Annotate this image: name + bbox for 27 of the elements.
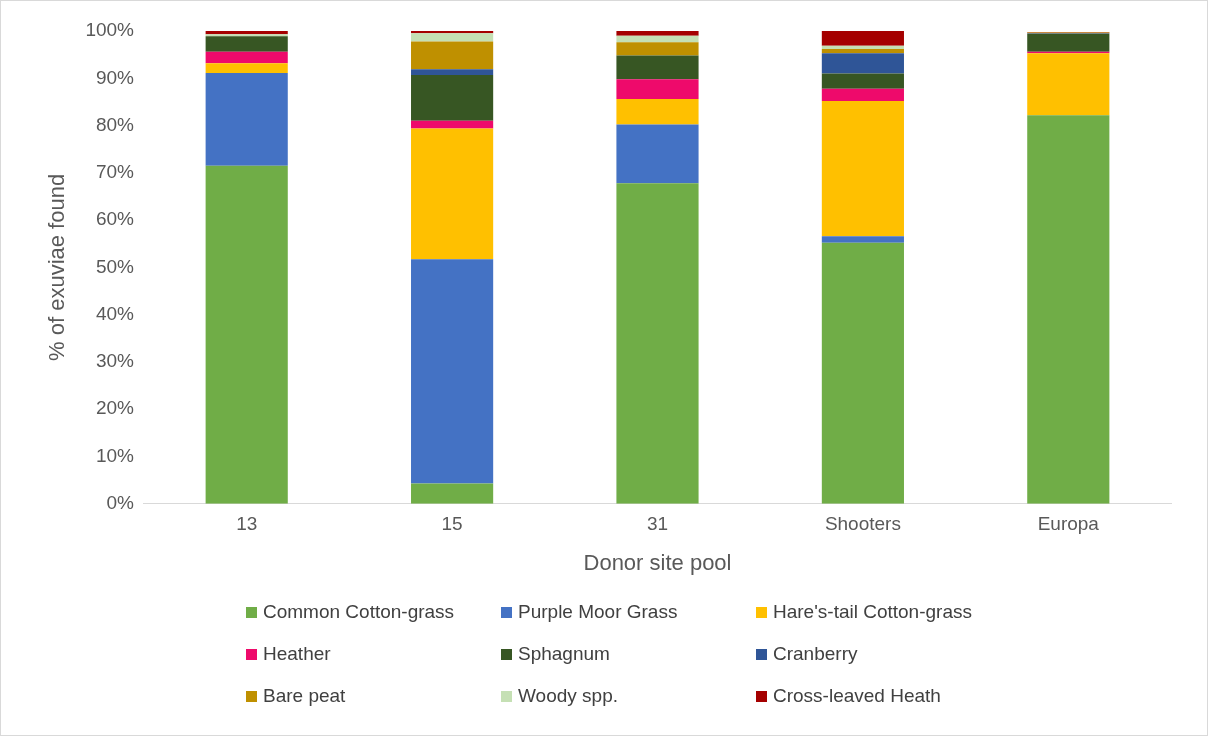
- legend-label: Hare's-tail Cotton-grass: [773, 601, 972, 623]
- y-tick-label: 30%: [95, 350, 135, 372]
- legend-label: Common Cotton-grass: [263, 601, 455, 623]
- y-tick-label: 90%: [95, 66, 135, 88]
- legend-label: Sphagnum: [518, 643, 610, 665]
- y-tick-label: 60%: [95, 208, 135, 230]
- x-tick-label: Shooters: [824, 513, 901, 535]
- legend-label: Bare peat: [263, 685, 346, 707]
- y-tick-label: 10%: [95, 444, 135, 466]
- x-tick-label: Europa: [1037, 513, 1100, 535]
- y-axis-title: % of exuviae found: [44, 173, 70, 361]
- x-axis-title: Donor site pool: [583, 549, 732, 575]
- legend-label: Cranberry: [773, 643, 858, 665]
- legend-label: Purple Moor Grass: [518, 601, 678, 623]
- y-tick-label: 40%: [95, 302, 135, 324]
- legend-label: Woody spp.: [518, 685, 618, 707]
- y-tick-label: 50%: [95, 255, 135, 277]
- y-tick-label: 70%: [95, 161, 135, 183]
- x-tick-label: 13: [236, 513, 258, 535]
- y-tick-label: 80%: [95, 113, 135, 135]
- legend-label: Cross-leaved Heath: [773, 685, 941, 707]
- y-tick-label: 0%: [106, 492, 135, 514]
- legend-label: Heather: [263, 643, 331, 665]
- y-tick-label: 20%: [95, 397, 135, 419]
- x-tick-label: 31: [646, 513, 669, 535]
- y-tick-label: 100%: [85, 19, 135, 41]
- x-tick-label: 15: [441, 513, 463, 535]
